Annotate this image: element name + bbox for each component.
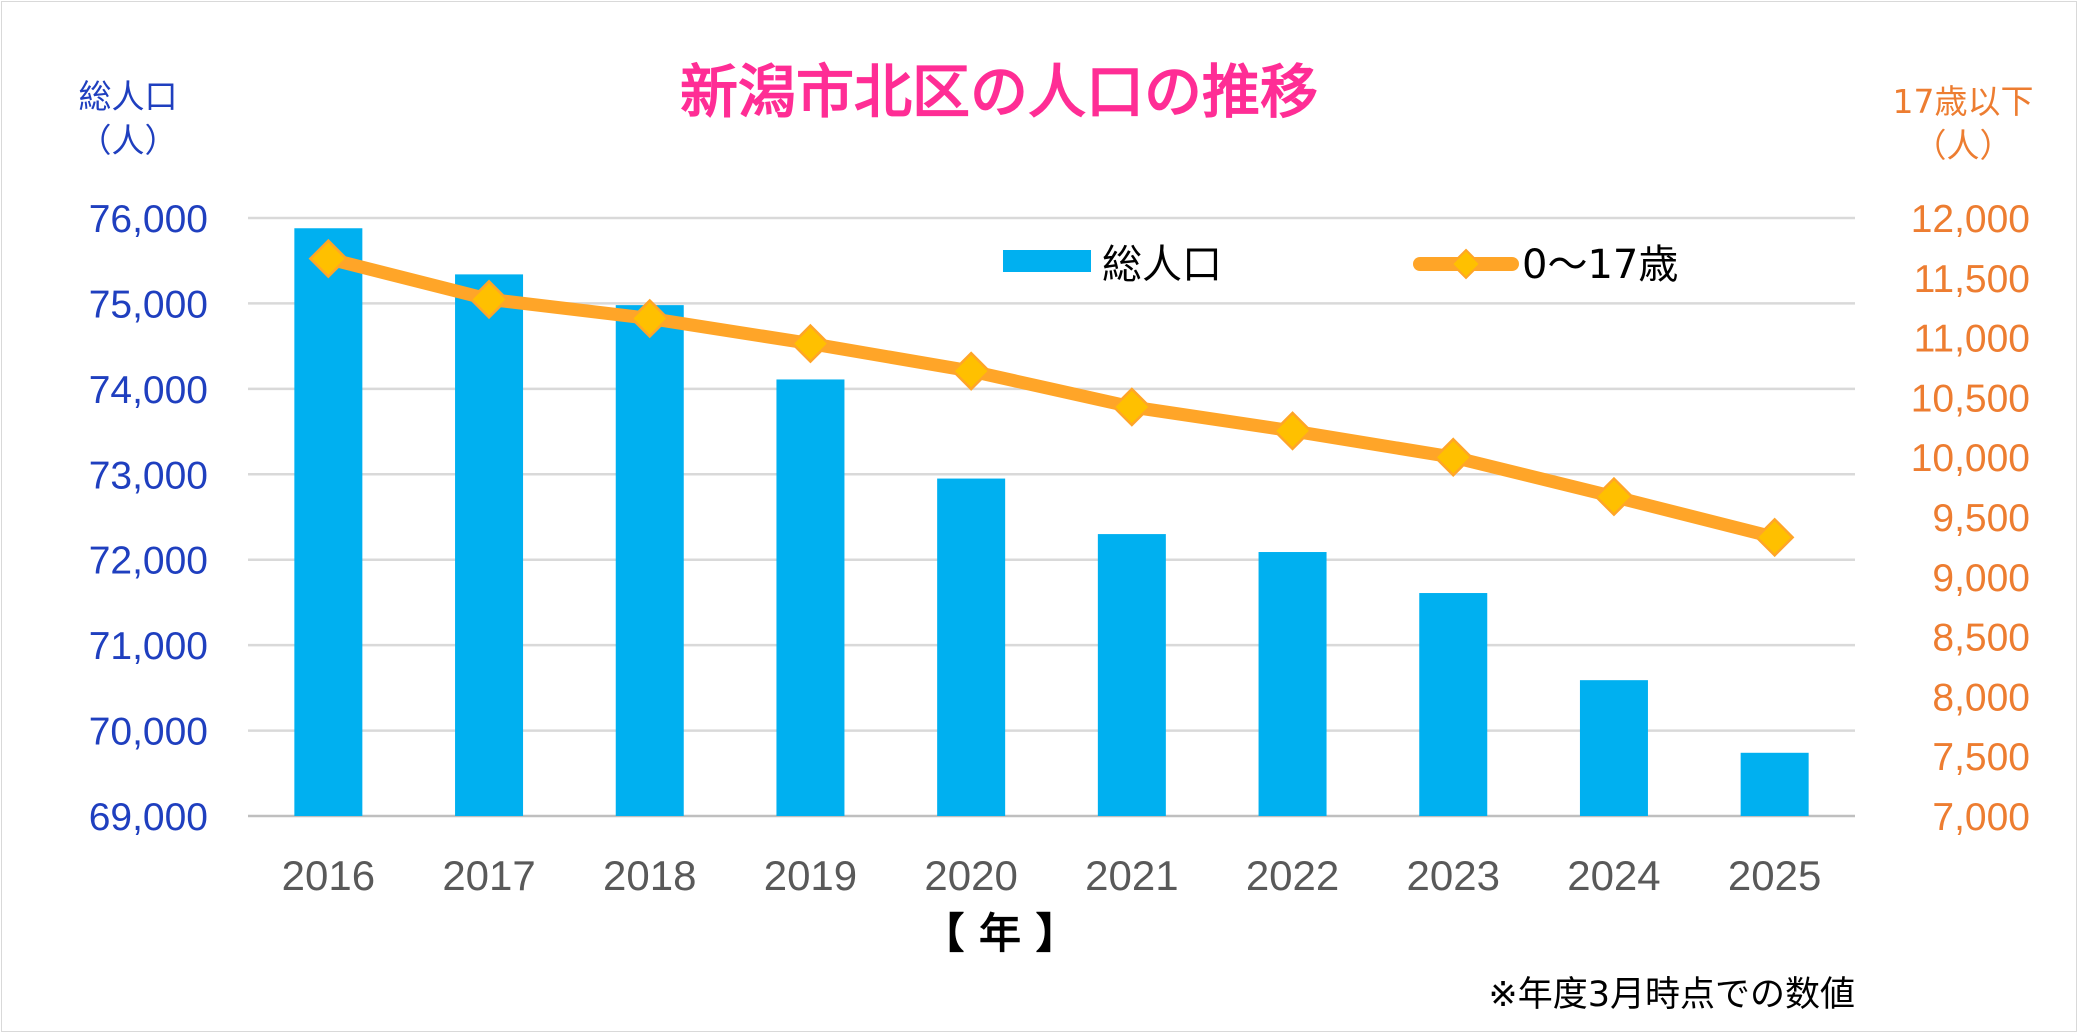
x-tick-label: 2025 [1728,852,1821,899]
left-axis-title-line1: 総人口 [79,77,178,116]
x-axis-title: 【 年 】 [922,909,1077,958]
line-marker [1594,476,1634,517]
left-tick-label: 76,000 [89,198,208,241]
line-path [321,252,1782,544]
bar [294,228,363,816]
x-tick-label: 2016 [282,852,375,899]
x-tick-label: 2019 [764,852,857,899]
bar [615,305,684,816]
legend-label-bar: 総人口 [1102,242,1222,288]
line-marker [629,298,670,339]
left-tick-label: 70,000 [89,711,208,754]
right-tick-label: 11,500 [1914,258,2030,301]
line-marker [1433,437,1474,477]
right-axis-title-line2: （人） [1914,126,2013,165]
line-marker [469,279,509,320]
left-axis-ticks: 76,000 75,000 74,000 73,000 72,000 71,000 70,0… [89,198,208,839]
right-axis-ticks: 12,000 11,500 11,000 10,500 10,000 9,500 9,000… [1911,198,2030,839]
legend-label-line: 0〜17歳 [1522,242,1678,288]
bar [1258,552,1327,816]
left-tick-label: 75,000 [89,283,208,326]
bar [1419,593,1488,816]
left-tick-label: 69,000 [89,796,208,839]
x-axis-ticks: 2016 2017 2018 2019 2020 2021 2022 2023 2024 2025 [282,852,1822,899]
right-tick-label: 7,500 [1932,736,2030,779]
line-marker [1754,517,1795,558]
x-tick-label: 2018 [603,852,696,899]
bar [1097,534,1166,816]
x-tick-label: 2017 [442,852,535,899]
right-tick-label: 9,000 [1932,557,2030,600]
right-tick-label: 10,000 [1911,437,2030,480]
right-axis-title-line1: 17歳以下 [1893,82,2034,121]
bar [776,379,845,816]
line-series [308,238,1795,558]
line-marker [790,323,831,364]
x-tick-label: 2020 [924,852,1017,899]
footnote: ※年度3月時点での数値 [1488,975,1855,1015]
right-tick-label: 12,000 [1911,198,2030,241]
right-tick-label: 9,500 [1932,497,2030,540]
chart-title: 新潟市北区の人口の推移 [680,58,1318,126]
legend-swatch-bar [1003,250,1091,272]
left-tick-label: 71,000 [89,625,208,668]
line-marker [1112,387,1152,427]
x-tick-label: 2021 [1085,852,1178,899]
bar [1740,752,1809,816]
right-tick-label: 8,500 [1932,617,2030,660]
x-tick-label: 2022 [1246,852,1339,899]
x-tick-label: 2023 [1407,852,1500,899]
right-tick-label: 10,500 [1911,377,2030,420]
bar-series [294,228,1809,817]
x-tick-label: 2024 [1567,852,1660,899]
line-marker [1272,411,1313,451]
left-axis-title-line2: （人） [79,121,178,160]
right-tick-label: 8,000 [1932,676,2030,719]
bar [1579,680,1648,816]
right-tick-label: 7,000 [1932,796,2030,839]
legend: 総人口 0〜17歳 [1003,242,1678,288]
line-marker [308,238,349,279]
line-marker [951,351,991,391]
right-tick-label: 11,000 [1914,318,2030,361]
bar [937,478,1006,816]
left-tick-label: 73,000 [89,454,208,497]
legend-marker-diamond [1450,248,1482,280]
bar [455,274,524,817]
left-tick-label: 74,000 [89,369,208,412]
left-tick-label: 72,000 [89,540,208,583]
